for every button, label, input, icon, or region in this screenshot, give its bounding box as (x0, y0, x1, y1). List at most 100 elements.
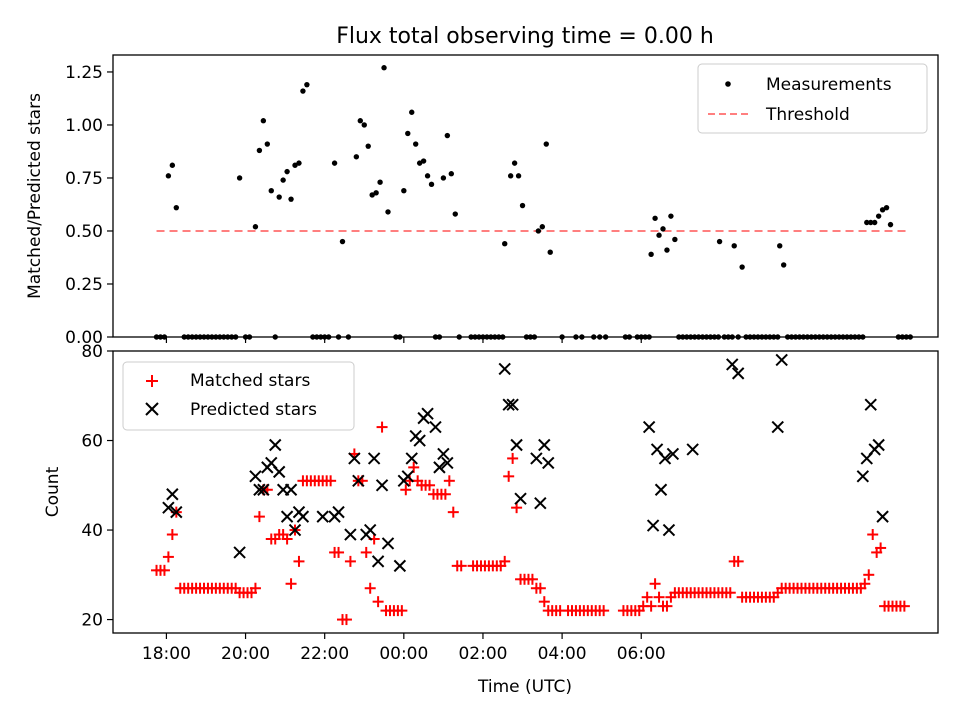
measurement-point (401, 187, 407, 194)
legend-measurements-label: Measurements (766, 75, 892, 95)
measurement-point (767, 334, 773, 340)
matched-star-point (166, 529, 178, 541)
measurement-point (796, 334, 803, 340)
predicted-star-point (775, 353, 788, 367)
predicted-star-point (296, 510, 310, 523)
measurement-point (642, 334, 648, 340)
measurement-point (887, 221, 894, 228)
matched-star-point (649, 578, 661, 590)
measurement-point (535, 228, 542, 234)
measurement-point (721, 334, 728, 340)
measurement-point (626, 334, 633, 340)
measurement-point (716, 238, 723, 245)
measurement-point (181, 334, 187, 340)
top-y-ticks: 0.00 0.25 0.50 0.75 1.00 1.25 (65, 63, 113, 348)
bottom-x-tick-label: 04:00 (538, 644, 587, 664)
bottom-y-tick-label: 20 (81, 611, 103, 631)
legend-predicted-label: Predicted stars (190, 400, 317, 420)
measurement-point (739, 264, 745, 270)
measurement-point (436, 334, 443, 340)
measurement-point (432, 334, 439, 340)
measurement-points (153, 65, 914, 340)
predicted-star-point (393, 559, 407, 573)
measurement-point (602, 334, 609, 340)
measurement-point (456, 334, 462, 340)
measurement-point (852, 334, 858, 340)
measurement-point (856, 334, 862, 340)
predicted-star-point (257, 483, 270, 496)
bottom-panel: 20 40 60 80 18:00 20:00 22:00 00:00 02:00 04:00 0… (43, 342, 939, 697)
bottom-x-tick-label: 00:00 (379, 644, 428, 664)
predicted-star-point (872, 438, 885, 452)
measurement-point (808, 334, 815, 340)
matched-star-point (538, 596, 550, 608)
predicted-star-point (367, 452, 381, 465)
measurement-point (539, 224, 546, 230)
measurement-point (201, 334, 207, 340)
predicted-star-point (352, 474, 365, 488)
predicted-star-point (437, 447, 450, 461)
matched-star-point (293, 555, 305, 567)
measurement-point (507, 173, 514, 179)
measurement-point (173, 204, 180, 211)
matched-star-point (661, 600, 673, 612)
measurement-point (296, 160, 302, 166)
predicted-star-point (542, 456, 555, 470)
predicted-star-point (272, 465, 286, 479)
measurement-point (844, 334, 850, 340)
measurement-point (385, 209, 391, 215)
top-y-tick-label: 1.00 (65, 116, 103, 136)
measurement-point (775, 334, 781, 340)
measurement-point (272, 334, 278, 340)
measurement-point (161, 334, 168, 340)
measurement-point (879, 207, 886, 213)
measurement-point (527, 334, 534, 340)
measurement-point (840, 334, 846, 340)
matched-star-point (875, 542, 887, 554)
measurement-point (824, 334, 830, 340)
measurement-point (848, 334, 854, 340)
matched-star-point (641, 591, 653, 603)
predicted-star-point (666, 447, 680, 461)
top-legend-box (697, 63, 928, 134)
measurement-point (280, 177, 286, 183)
matched-star-point (340, 614, 352, 626)
measurement-point (699, 334, 706, 340)
measurement-point (335, 334, 342, 340)
measurement-point (836, 334, 842, 340)
measurement-point (256, 147, 263, 154)
matched-star-point (376, 421, 388, 433)
measurement-point (221, 334, 227, 340)
predicted-star-point (771, 420, 784, 434)
measurement-point (707, 334, 714, 340)
measurement-point (687, 334, 694, 340)
predicted-star-point (375, 479, 389, 492)
predicted-star-point (646, 519, 660, 532)
bottom-x-tick-label: 18:00 (142, 644, 191, 664)
measurement-point (412, 141, 419, 147)
measurement-point (703, 334, 710, 340)
measurement-point (519, 202, 526, 209)
predicted-star-point (658, 452, 672, 465)
predicted-star-point (401, 470, 414, 483)
matched-star-point (162, 551, 174, 563)
matched-star-point (285, 578, 297, 590)
predicted-star-point (381, 537, 395, 550)
predicted-star-point (170, 505, 183, 519)
measurement-point (169, 162, 176, 168)
figure-title: Flux total observing time = 0.00 h (336, 24, 714, 49)
measurement-point (691, 334, 698, 340)
measurement-point (788, 334, 795, 340)
measurement-point (907, 334, 914, 340)
measurement-point (405, 130, 411, 137)
measurement-point (165, 173, 172, 179)
measurement-point (871, 219, 878, 226)
matched-star-point (372, 596, 384, 608)
bottom-y-ticks: 20 40 60 80 (81, 342, 113, 631)
measurement-point (729, 334, 735, 340)
matched-star-point (863, 569, 875, 581)
measurement-point (205, 334, 211, 340)
measurement-point (472, 334, 478, 340)
bottom-x-ticks: 18:00 20:00 22:00 00:00 02:00 04:00 06:00 (142, 633, 666, 664)
predicted-star-point (166, 488, 179, 501)
